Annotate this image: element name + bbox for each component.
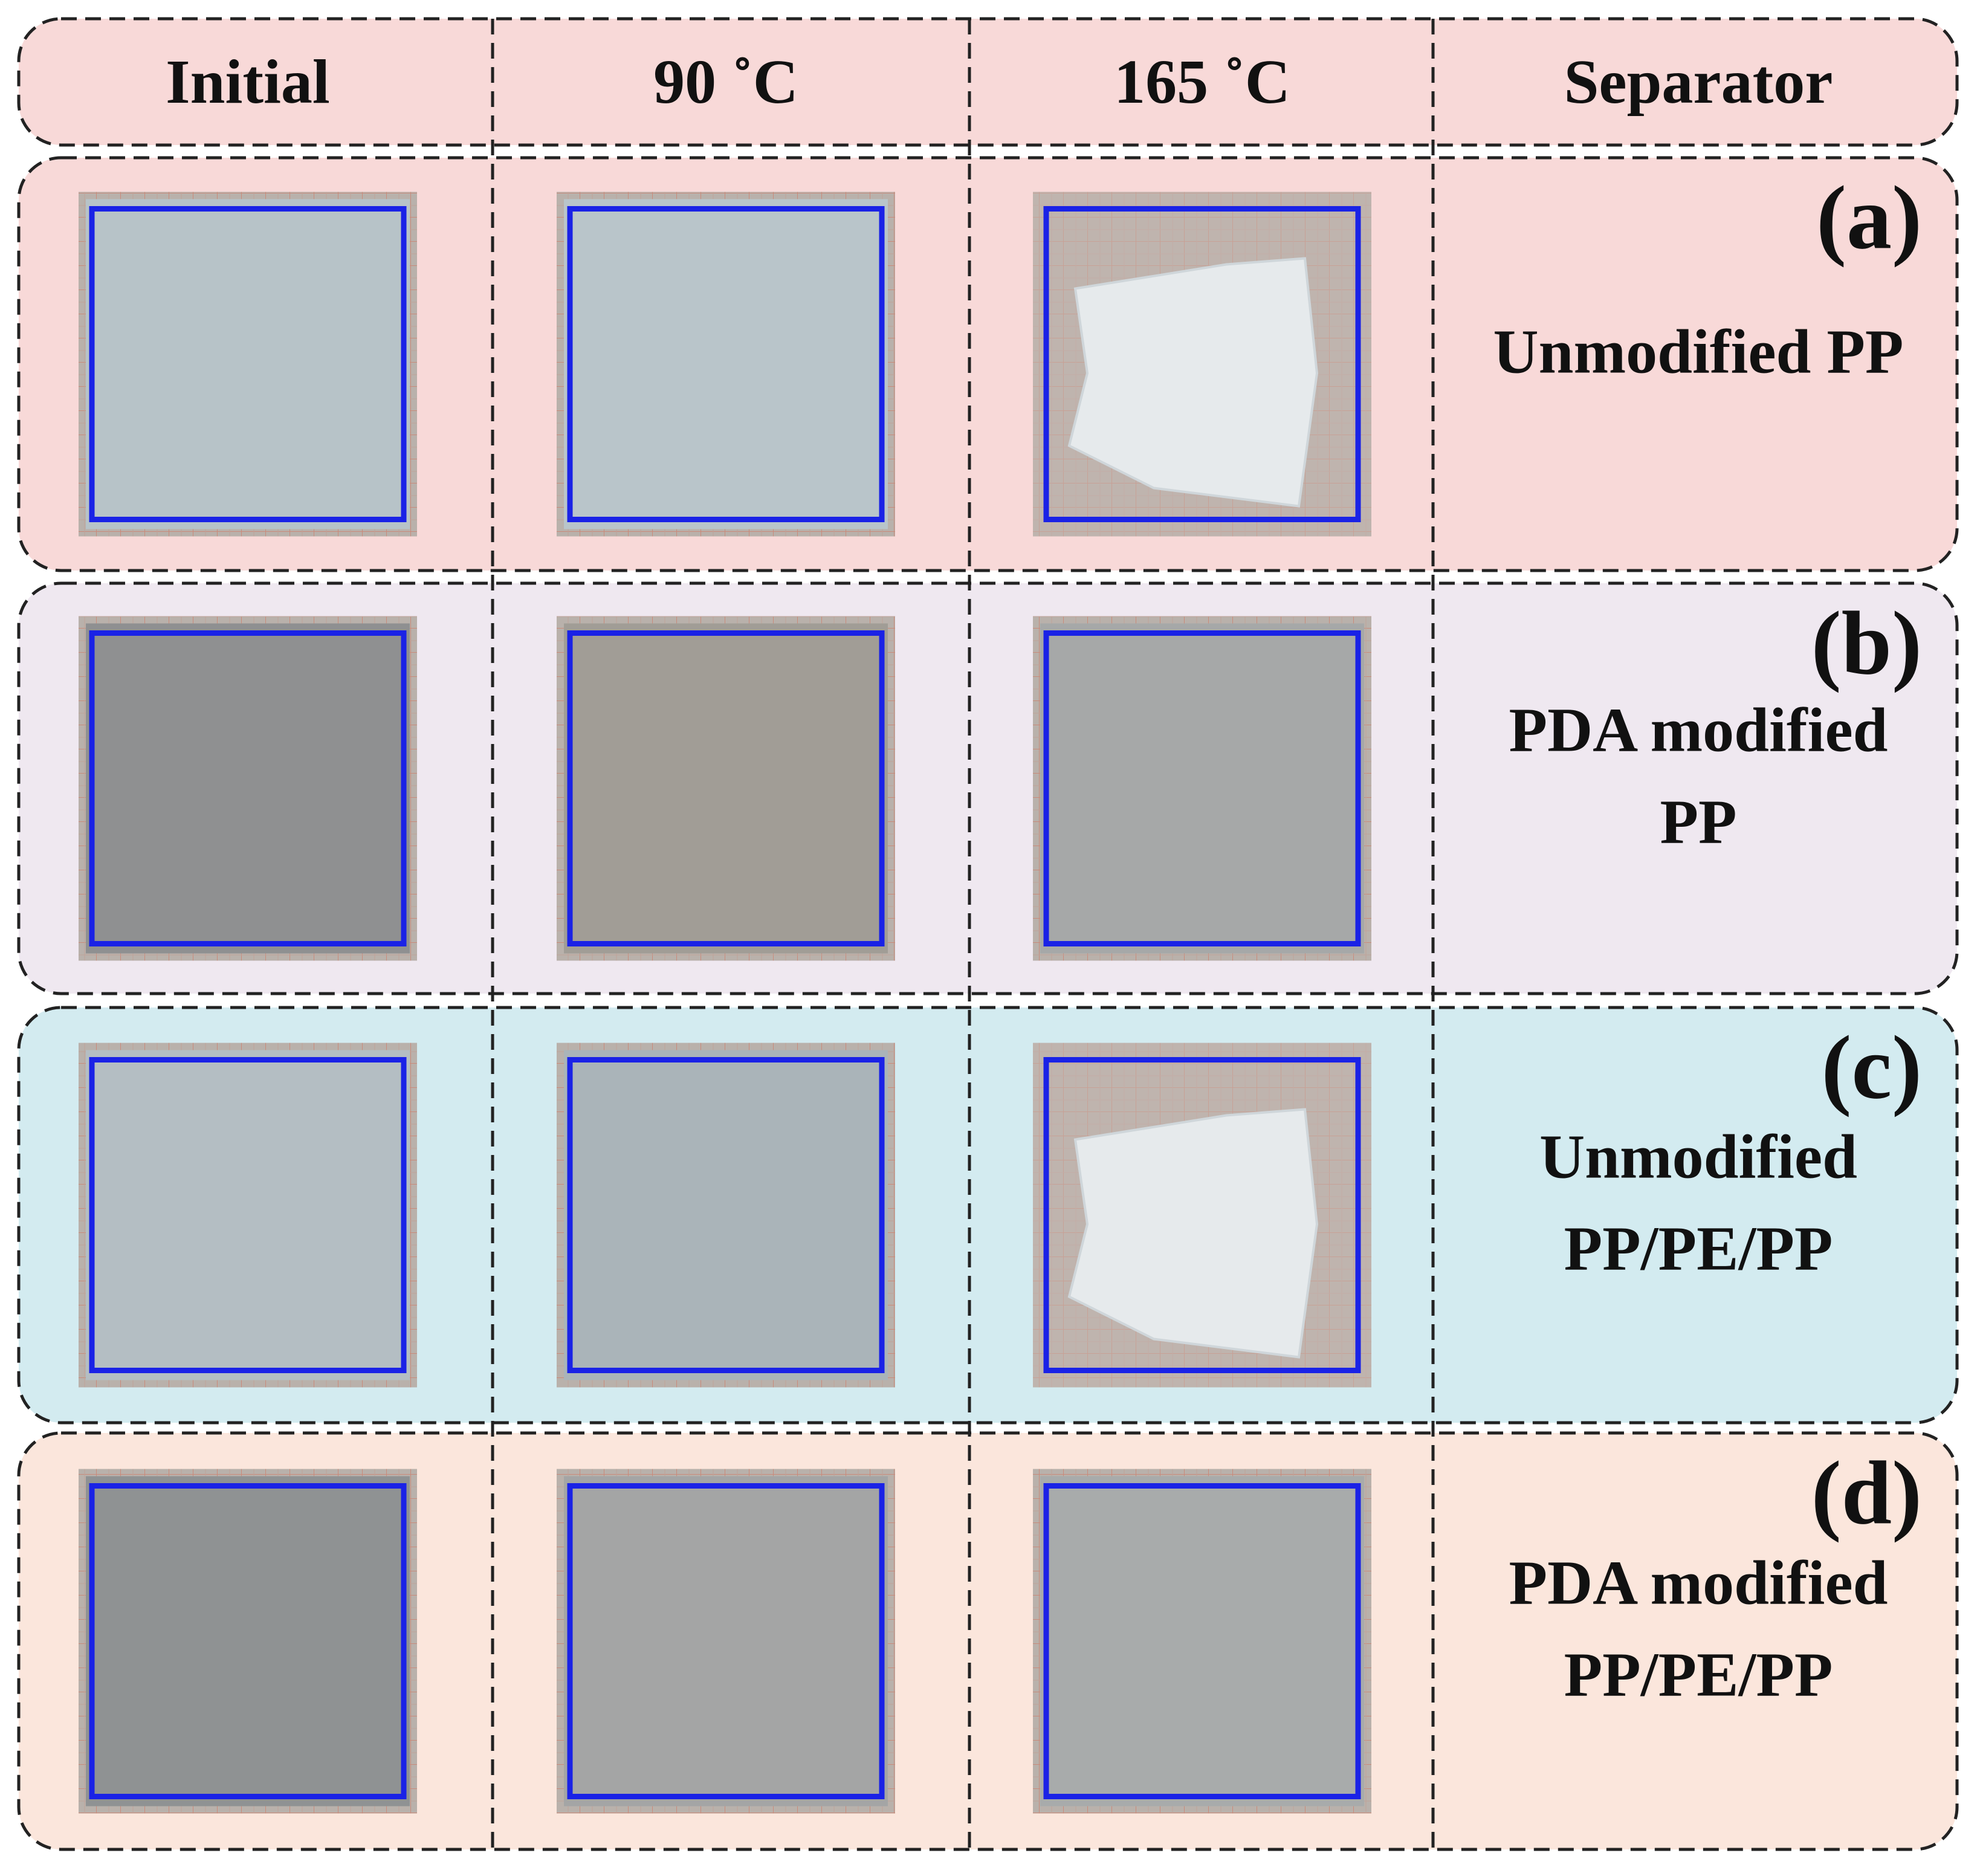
row-label: (d) <box>1811 1443 1922 1543</box>
outline-square <box>567 1057 885 1373</box>
separator-name: Unmodified PP <box>1493 317 1904 386</box>
separator-name: PDA modified <box>1509 1548 1888 1617</box>
outline-square <box>89 1483 407 1799</box>
row-label: (b) <box>1811 593 1922 693</box>
row-label: (c) <box>1822 1017 1922 1118</box>
sample <box>86 1476 410 1806</box>
outline-square <box>1043 1057 1361 1373</box>
row-box <box>17 156 1959 572</box>
sample <box>564 199 888 529</box>
row-box <box>17 1006 1959 1425</box>
sample <box>564 1476 888 1806</box>
sample <box>86 1050 410 1380</box>
sample <box>86 199 410 529</box>
outline-square <box>567 1483 885 1799</box>
crumpled-sample <box>1067 1108 1319 1359</box>
column-header: Initial <box>166 47 330 117</box>
outline-square <box>1043 1483 1361 1799</box>
outline-square <box>1043 630 1361 946</box>
outline-square <box>567 630 885 946</box>
outline-square <box>567 206 885 522</box>
separator-name: Unmodified <box>1539 1122 1857 1191</box>
sample <box>1040 1476 1364 1806</box>
row-box <box>17 1431 1959 1851</box>
outline-square <box>89 630 407 946</box>
outline-square <box>89 1057 407 1373</box>
column-header: 90 ˚C <box>653 47 798 117</box>
sample <box>86 623 410 954</box>
outline-square <box>89 206 407 522</box>
sample <box>1040 623 1364 954</box>
separator-name: PDA modified <box>1509 695 1888 765</box>
column-header: 165 ˚C <box>1114 47 1290 117</box>
header-box <box>17 17 1959 147</box>
crumpled-sample <box>1067 257 1319 508</box>
row-box <box>17 581 1959 995</box>
separator-name: PP <box>1660 787 1736 856</box>
outline-square <box>1043 206 1361 522</box>
row-label: (a) <box>1816 167 1922 268</box>
sample <box>564 1050 888 1380</box>
sample <box>564 623 888 954</box>
column-header: Separator <box>1564 47 1833 117</box>
separator-name: PP/PE/PP <box>1564 1214 1833 1283</box>
separator-name: PP/PE/PP <box>1564 1640 1833 1709</box>
